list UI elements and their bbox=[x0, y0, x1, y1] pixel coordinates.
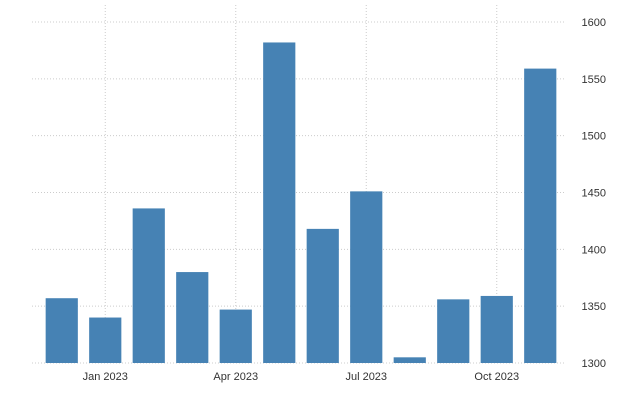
grid-layer bbox=[32, 5, 566, 364]
y-tick-label: 1400 bbox=[582, 244, 606, 256]
bar bbox=[350, 191, 383, 363]
x-axis: Jan 2023 Apr 2023 Jul 2023 Oct 2023 bbox=[83, 371, 519, 383]
y-tick-label: 1450 bbox=[582, 188, 606, 200]
bar bbox=[89, 317, 122, 363]
x-tick-label: Jul 2023 bbox=[345, 371, 387, 383]
bar bbox=[132, 208, 165, 363]
bar bbox=[45, 298, 78, 363]
bar bbox=[437, 299, 470, 363]
x-tick-label: Jan 2023 bbox=[83, 371, 128, 383]
y-tick-label: 1300 bbox=[582, 358, 606, 370]
y-tick-label: 1350 bbox=[582, 301, 606, 313]
bars-layer bbox=[45, 42, 557, 364]
x-tick-label: Oct 2023 bbox=[474, 371, 519, 383]
y-tick-label: 1500 bbox=[582, 131, 606, 143]
bar bbox=[306, 228, 339, 363]
bar bbox=[219, 309, 252, 363]
bar bbox=[176, 272, 209, 363]
bar bbox=[263, 42, 296, 364]
y-tick-label: 1600 bbox=[582, 17, 606, 29]
bar bbox=[524, 68, 557, 363]
bar bbox=[393, 357, 426, 363]
y-tick-label: 1550 bbox=[582, 74, 606, 86]
bar bbox=[480, 295, 513, 363]
y-axis: 1300 1350 1400 1450 1500 1550 1600 bbox=[582, 17, 606, 370]
x-tick-label: Apr 2023 bbox=[213, 371, 258, 383]
